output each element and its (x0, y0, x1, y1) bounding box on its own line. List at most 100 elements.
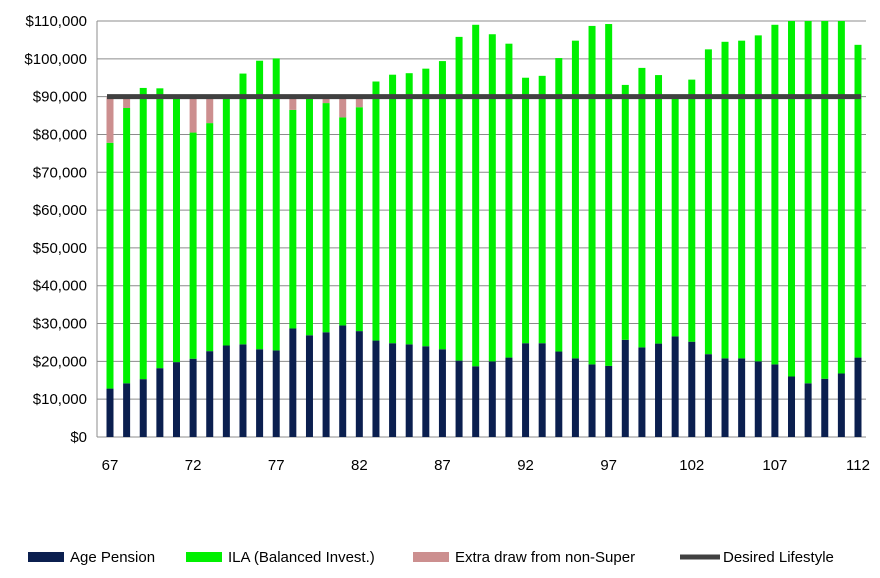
bar-segment-ila (505, 43, 513, 358)
bar-segment-ila (821, 21, 829, 379)
axes: $0 $10,000 $20,000 $30,000 $40,000 $50,000 $60… (24, 13, 870, 474)
bar-segment-age-pension (704, 354, 712, 437)
x-tick-label: 87 (434, 457, 451, 474)
bar-segment-ila (222, 96, 230, 346)
bar-segment-ila (671, 94, 679, 337)
bar-segment-age-pension (389, 343, 397, 437)
bar-segment-age-pension (206, 351, 214, 437)
bar-segment-ila (339, 117, 347, 326)
x-tick-label: 67 (102, 457, 119, 474)
legend-label: Extra draw from non-Super (455, 549, 635, 566)
bar-segment-age-pension (555, 351, 563, 437)
bar-segment-ila (139, 87, 147, 380)
bar-segment-ila (837, 21, 845, 374)
bar-segment-ila (256, 60, 264, 350)
legend-label: ILA (Balanced Invest.) (228, 549, 375, 566)
bar-segment-ila (788, 21, 796, 377)
bar-segment-ila (488, 34, 496, 362)
bar-segment-age-pension (106, 388, 114, 437)
legend-label: Desired Lifestyle (723, 549, 834, 566)
bar-segment-age-pension (538, 343, 546, 437)
bar-segment-ila (405, 73, 413, 345)
x-tick-label: 72 (185, 457, 202, 474)
y-tick-label: $0 (70, 429, 87, 446)
bar-segment-ila (854, 44, 862, 358)
bar-segment-extra-draw (339, 96, 347, 118)
bars (106, 21, 862, 437)
y-tick-label: $10,000 (33, 391, 87, 408)
bar-segment-age-pension (189, 358, 197, 437)
bar-segment-age-pension (588, 364, 596, 437)
bar-segment-ila (455, 36, 463, 361)
bar-segment-ila (372, 81, 380, 341)
bar-segment-age-pension (638, 347, 646, 437)
bar-segment-age-pension (305, 335, 313, 437)
y-tick-label: $70,000 (33, 164, 87, 181)
y-tick-label: $50,000 (33, 240, 87, 257)
bar-segment-extra-draw (206, 96, 214, 124)
bar-segment-ila (621, 84, 629, 340)
y-tick-label: $20,000 (33, 353, 87, 370)
bar-segment-ila (272, 58, 280, 351)
bar-segment-ila (305, 98, 313, 336)
bar-segment-age-pension (605, 365, 613, 437)
legend-swatch (28, 552, 64, 562)
bar-segment-age-pension (488, 361, 496, 437)
bar-segment-ila (289, 109, 297, 329)
bar-segment-age-pension (804, 383, 812, 437)
y-tick-label: $30,000 (33, 316, 87, 333)
bar-segment-age-pension (655, 343, 663, 437)
bar-segment-age-pension (372, 340, 380, 437)
bar-segment-age-pension (156, 368, 164, 437)
bar-segment-ila (638, 67, 646, 348)
bar-segment-ila (555, 58, 563, 352)
legend-label: Age Pension (70, 549, 155, 566)
bar-segment-ila (688, 79, 696, 342)
bar-segment-age-pension (472, 366, 480, 437)
y-tick-label: $80,000 (33, 126, 87, 143)
y-tick-label: $110,000 (26, 13, 87, 30)
bar-segment-age-pension (505, 357, 513, 437)
bar-segment-ila (771, 24, 779, 365)
bar-segment-extra-draw (355, 96, 363, 108)
legend-swatch (186, 552, 222, 562)
bar-segment-age-pension (172, 362, 180, 437)
bar-segment-age-pension (355, 331, 363, 437)
bar-segment-ila (571, 40, 579, 359)
bar-segment-age-pension (837, 373, 845, 437)
bar-segment-ila (355, 107, 363, 332)
bar-segment-age-pension (571, 358, 579, 437)
bar-segment-ila (438, 61, 446, 350)
bar-segment-age-pension (405, 344, 413, 437)
bar-segment-ila (472, 24, 480, 367)
bar-segment-ila (655, 75, 663, 344)
x-tick-label: 112 (846, 457, 870, 474)
bar-segment-age-pension (422, 346, 430, 437)
bar-segment-ila (522, 77, 530, 344)
bar-segment-ila (156, 88, 164, 369)
bar-segment-ila (588, 25, 596, 365)
bar-segment-ila (172, 96, 180, 363)
bar-segment-age-pension (222, 345, 230, 437)
y-tick-label: $100,000 (24, 51, 87, 68)
bar-segment-ila (389, 74, 397, 344)
bar-segment-ila (422, 68, 430, 347)
bar-segment-extra-draw (322, 96, 330, 104)
bar-segment-age-pension (738, 358, 746, 437)
bar-segment-age-pension (721, 358, 729, 437)
bar-segment-ila (538, 75, 546, 344)
y-tick-label: $60,000 (33, 202, 87, 219)
bar-segment-ila (106, 142, 114, 389)
bar-segment-age-pension (139, 379, 147, 437)
bar-segment-age-pension (688, 341, 696, 437)
x-tick-label: 82 (351, 457, 368, 474)
bar-segment-ila (738, 40, 746, 359)
legend: Age Pension ILA (Balanced Invest.) Extra d… (28, 549, 834, 566)
bar-segment-age-pension (754, 361, 762, 437)
legend-swatch (413, 552, 449, 562)
bar-segment-age-pension (438, 349, 446, 437)
bar-segment-age-pension (455, 360, 463, 437)
bar-segment-extra-draw (289, 96, 297, 110)
bar-segment-extra-draw (189, 96, 197, 133)
